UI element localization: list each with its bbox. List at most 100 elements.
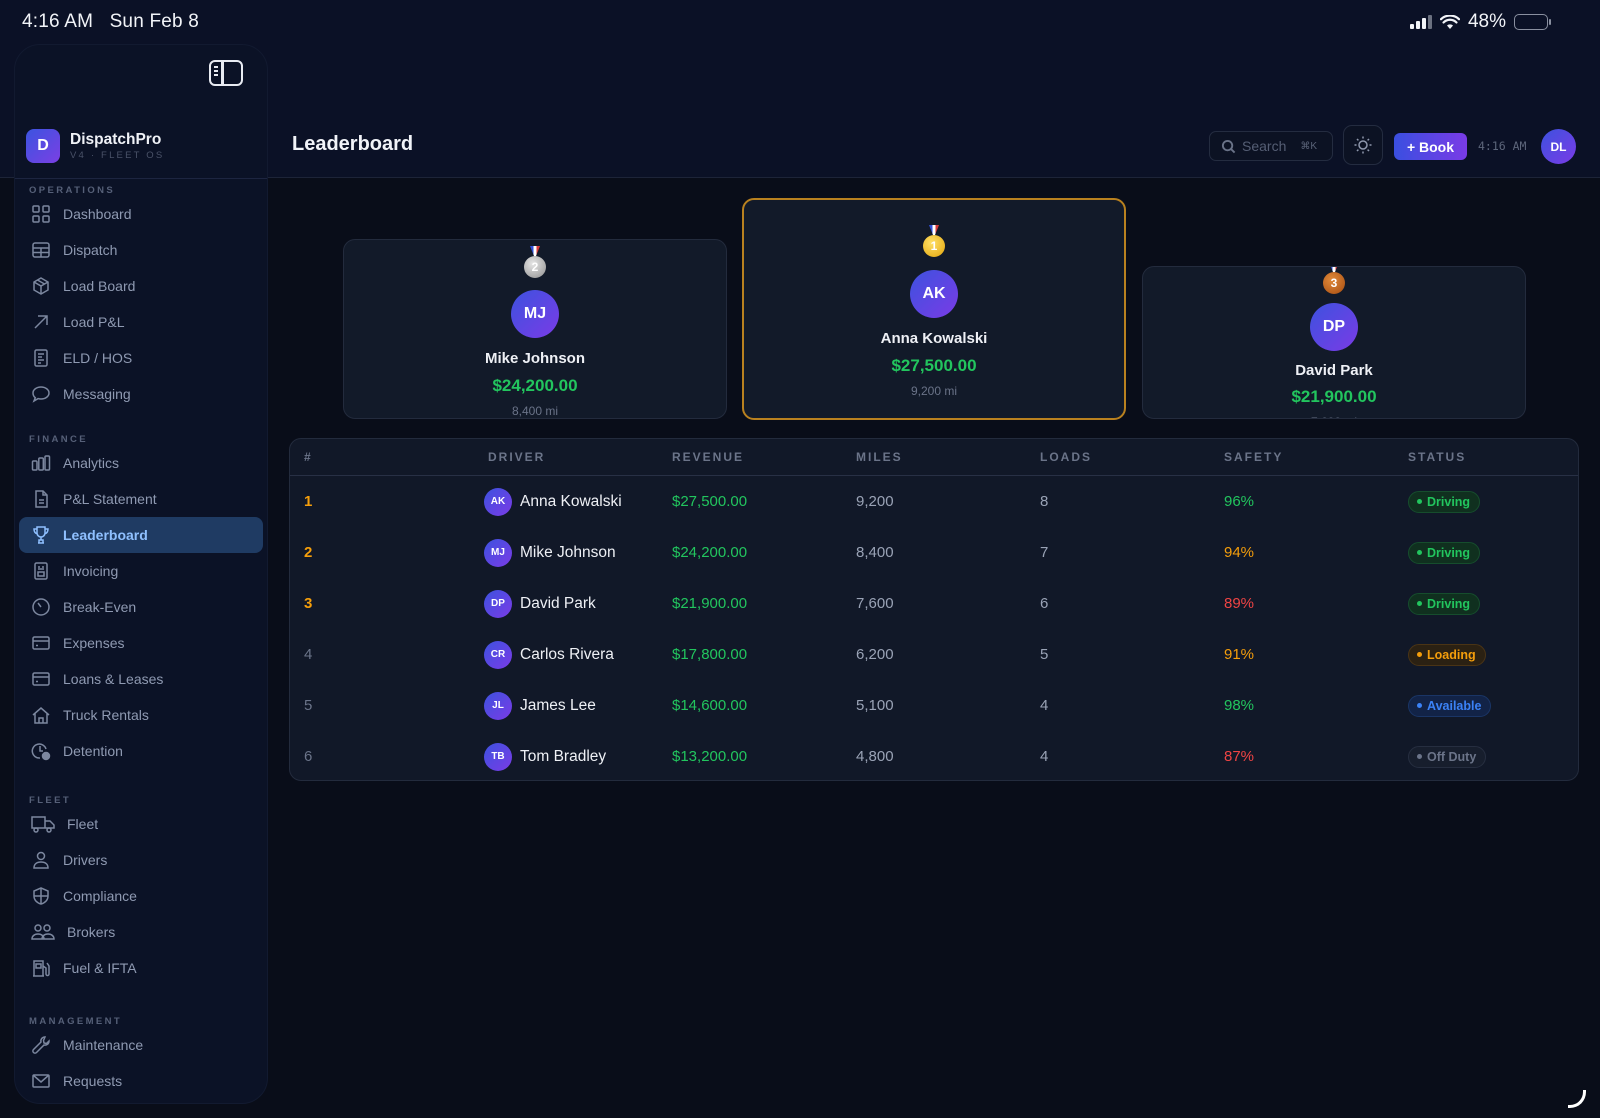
sidebar-item-compliance[interactable]: Compliance [19,878,263,914]
brand-logo: D [26,129,60,163]
sidebar-item-loans-leases[interactable]: Loans & Leases [19,661,263,697]
avatar: TB [484,742,512,771]
brand-name: DispatchPro [70,131,162,148]
revenue-cell: $21,900.00 [672,595,748,612]
driver-revenue: $27,500.00 [891,356,977,375]
brand[interactable]: D DispatchPro V4 · FLEET OS [26,129,164,163]
avatar: MJ [511,290,559,338]
table-body: 1 AK Anna Kowalski $27,500.00 9,200 8 96% Drivi… [290,476,1578,780]
bronze-medal-icon: 3 [1323,272,1345,294]
sidebar-item-drivers[interactable]: Drivers [19,842,263,878]
driver-revenue: $21,900.00 [1291,387,1377,406]
gold-medal-icon: 1 [923,235,945,257]
driver-name: James Lee [520,696,596,714]
driver-cell[interactable]: MJ Mike Johnson [484,538,616,567]
revenue-cell: $24,200.00 [672,544,748,561]
miles-cell: 9,200 [856,493,894,510]
sidebar-item-brokers[interactable]: Brokers [19,914,263,950]
sidebar-item-dashboard[interactable]: Dashboard [19,196,263,232]
driver-cell[interactable]: TB Tom Bradley [484,742,606,771]
wifi-icon [1439,14,1460,29]
mail-icon [32,1074,50,1088]
sidebar-item-load-pl[interactable]: Load P&L [19,304,263,340]
book-button[interactable]: + Book [1394,133,1467,160]
sidebar-item-leaderboard[interactable]: Leaderboard [19,517,263,553]
nav-section-management: MANAGEMENT [29,1016,123,1027]
status-badge: Loading [1408,643,1486,666]
truck-icon [31,816,55,833]
sidebar-item-requests[interactable]: Requests [19,1063,263,1099]
sidebar-item-eld-hos[interactable]: ELD / HOS [19,340,263,376]
sidebar-item-dispatch[interactable]: Dispatch [19,232,263,268]
clock-alert-icon [31,743,51,761]
status-badge: Driving [1408,592,1481,615]
avatar: AK [484,487,512,516]
sidebar-item-pl-statement[interactable]: P&L Statement [19,481,263,517]
driver-revenue: $24,200.00 [492,376,578,395]
document-icon [34,349,48,367]
table-row[interactable]: 3 DP David Park $21,900.00 7,600 6 89% Driving [290,578,1578,629]
status-badge: Available [1408,694,1492,717]
rank-cell: 2 [304,544,313,561]
driver-cell[interactable]: DP David Park [484,589,596,618]
sidebar-item-invoicing[interactable]: Invoicing [19,553,263,589]
status-bar: 4:16 AM Sun Feb 8 48% [0,0,1600,44]
gauge-icon [32,598,50,616]
sidebar-item-truck-rentals[interactable]: Truck Rentals [19,697,263,733]
table-row[interactable]: 4 CR Carlos Rivera $17,800.00 6,200 5 91% Loadi… [290,629,1578,680]
sidebar-item-break-even[interactable]: Break-Even [19,589,263,625]
theme-toggle-button[interactable] [1343,125,1383,165]
sidebar-item-messaging[interactable]: Messaging [19,376,263,412]
podium-card-second[interactable]: 2 MJ Mike Johnson $24,200.00 8,400 mi [343,239,727,419]
column-header-loads[interactable]: LOADS [1040,450,1092,464]
driver-name: Anna Kowalski [520,492,622,510]
driver-name: Anna Kowalski [880,330,988,347]
sidebar-item-load-board[interactable]: Load Board [19,268,263,304]
status-badge: Off Duty [1408,745,1487,768]
signal-icon [1409,15,1432,29]
safety-cell: 98% [1224,697,1255,714]
avatar: DP [1310,303,1358,351]
loads-cell: 6 [1040,595,1049,612]
table-row[interactable]: 1 AK Anna Kowalski $27,500.00 9,200 8 96% Drivi… [290,476,1578,527]
table-row[interactable]: 2 MJ Mike Johnson $24,200.00 8,400 7 94% Drivin… [290,527,1578,578]
status-dot-icon [1417,499,1422,504]
driver-cell[interactable]: AK Anna Kowalski [484,487,622,516]
chat-icon [32,386,50,403]
driver-name: David Park [1295,362,1373,379]
sidebar-item-fleet[interactable]: Fleet [19,806,263,842]
column-header-safety[interactable]: SAFETY [1224,450,1284,464]
rank-cell: 1 [304,493,313,510]
podium-card-third[interactable]: 3 DP David Park $21,900.00 7,600 mi [1142,266,1526,419]
driver-cell[interactable]: CR Carlos Rivera [484,640,614,669]
column-header-driver[interactable]: DRIVER [488,450,546,464]
sidebar-item-detention[interactable]: Detention [19,733,263,769]
fuel-icon [33,960,50,977]
loads-cell: 7 [1040,544,1049,561]
driver-cell[interactable]: JL James Lee [484,691,596,720]
column-header-revenue[interactable]: REVENUE [672,450,745,464]
avatar: MJ [484,538,512,567]
sidebar-item-fuel-ifta[interactable]: Fuel & IFTA [19,950,263,986]
silver-medal-icon: 2 [524,256,546,278]
search-placeholder: Search [1242,138,1287,154]
table-row[interactable]: 5 JL James Lee $14,600.00 5,100 4 98% Available [290,680,1578,731]
table-header: # DRIVER REVENUE MILES LOADS SAFETY STAT… [290,439,1578,476]
driver-name: Mike Johnson [520,543,616,561]
sidebar-item-maintenance[interactable]: Maintenance [19,1027,263,1063]
arrow-up-right-icon [34,315,48,329]
miles-cell: 4,800 [856,748,894,765]
user-avatar[interactable]: DL [1541,129,1576,164]
column-header-miles[interactable]: MILES [856,450,903,464]
revenue-cell: $14,600.00 [672,697,748,714]
sidebar-toggle-icon[interactable] [209,60,243,86]
column-header-status[interactable]: STATUS [1408,450,1467,464]
sidebar-item-expenses[interactable]: Expenses [19,625,263,661]
table-row[interactable]: 6 TB Tom Bradley $13,200.00 4,800 4 87% Off Dut… [290,731,1578,780]
podium-card-first[interactable]: 1 AK Anna Kowalski $27,500.00 9,200 mi [742,198,1126,420]
leaderboard-table: # DRIVER REVENUE MILES LOADS SAFETY STAT… [289,438,1579,781]
avatar: CR [484,640,512,669]
driver-miles: 8,400 mi [511,404,559,418]
sidebar-item-analytics[interactable]: Analytics [19,445,263,481]
search-input[interactable]: Search ⌘K [1209,131,1333,161]
